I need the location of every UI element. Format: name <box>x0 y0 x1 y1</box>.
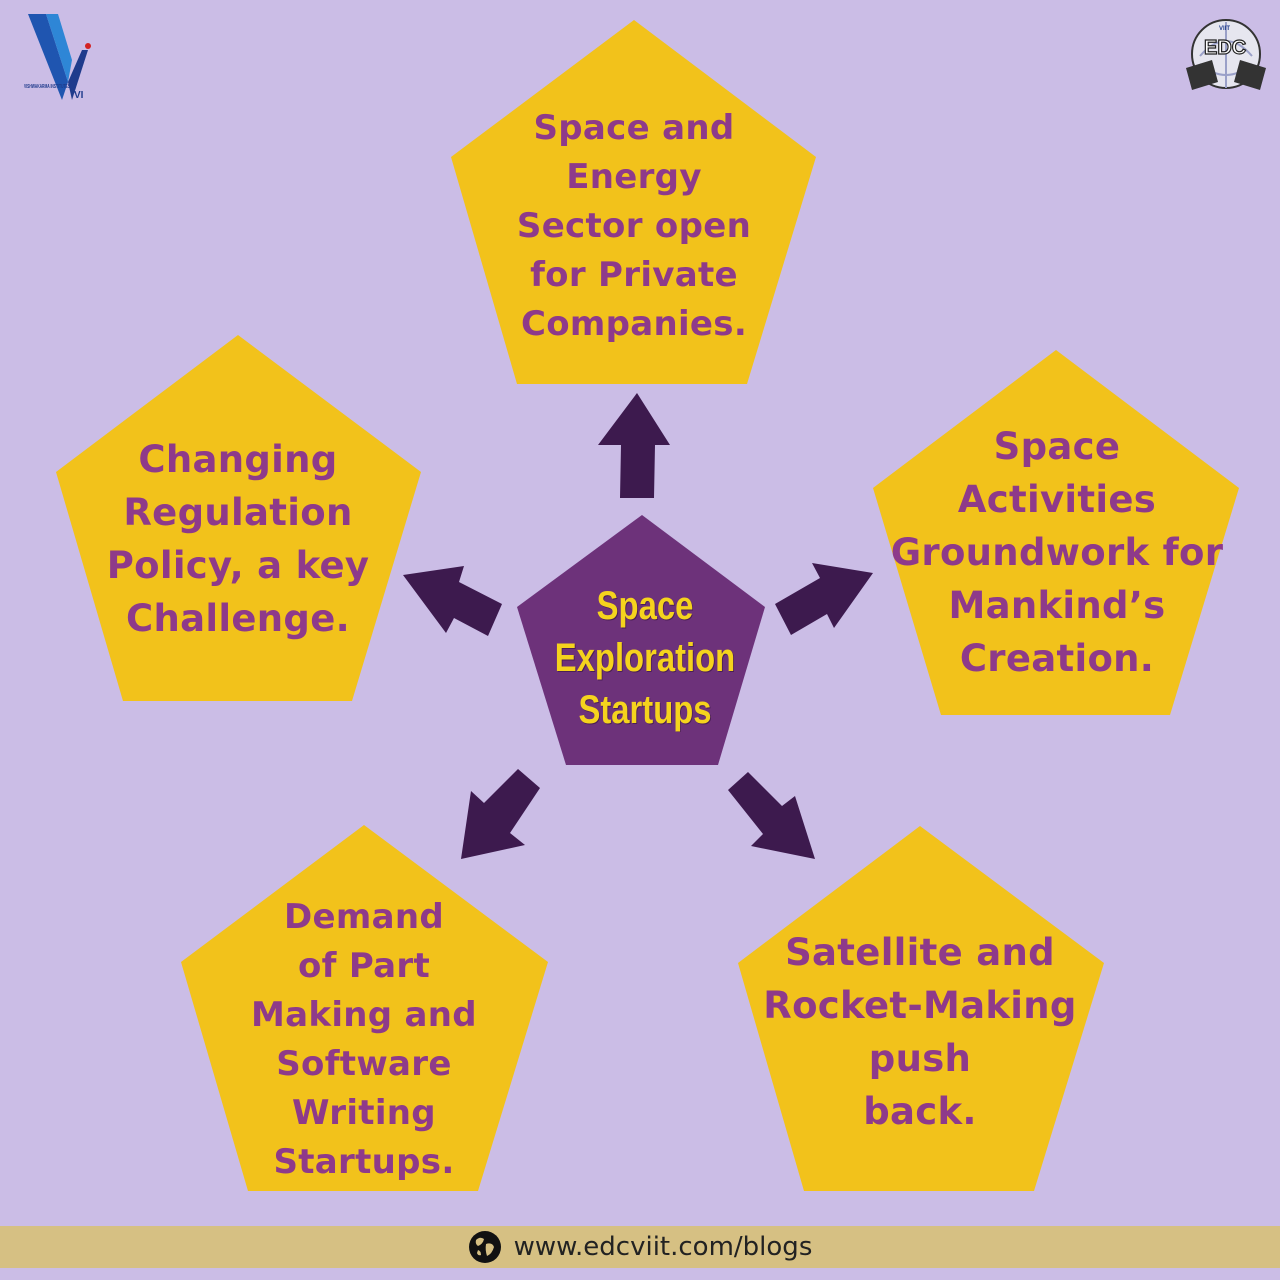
arrow-up <box>598 393 670 498</box>
footer-link[interactable]: www.edcviit.com/blogs <box>468 1230 813 1264</box>
node-right-label: Space Activities Groundwork for Mankind’… <box>890 425 1224 680</box>
center-label: Space Exploration Startups <box>554 584 736 732</box>
logo-right-text: EDC <box>1204 37 1246 59</box>
center-pentagon <box>517 515 765 765</box>
node-top-label: Space and Energy Sector open for Private… <box>516 108 752 344</box>
pentagon-left <box>56 335 421 701</box>
footer-bar: www.edcviit.com/blogs <box>0 1226 1280 1268</box>
globe-icon <box>468 1231 501 1263</box>
logo-left-text: VISHWAKARMA INSTITUTES <box>24 84 70 90</box>
node-left-label: Changing Regulation Policy, a key Challe… <box>106 438 370 640</box>
arrow-left <box>403 566 502 636</box>
vishwakarma-logo: VISHWAKARMA INSTITUTES VI <box>24 14 91 101</box>
edc-logo: VIIT EDC <box>1186 19 1266 90</box>
pentagon-right <box>873 350 1239 715</box>
arrow-bottom-right <box>728 772 815 859</box>
footer-url[interactable]: www.edcviit.com/blogs <box>513 1232 813 1262</box>
arrow-bottom-left <box>461 769 540 859</box>
pentagon-top <box>451 20 816 384</box>
pentagon-bottom-left <box>181 825 548 1191</box>
node-bottom-left-label: Demand of Part Making and Software Writi… <box>251 897 477 1182</box>
pentagon-bottom-right <box>738 826 1104 1191</box>
arrow-right <box>775 563 873 635</box>
logo-left-mark: VI <box>74 90 84 101</box>
node-bottom-right-label: Satellite and Rocket-Making push back. <box>763 931 1077 1133</box>
logo-right-small: VIIT <box>1219 26 1230 32</box>
